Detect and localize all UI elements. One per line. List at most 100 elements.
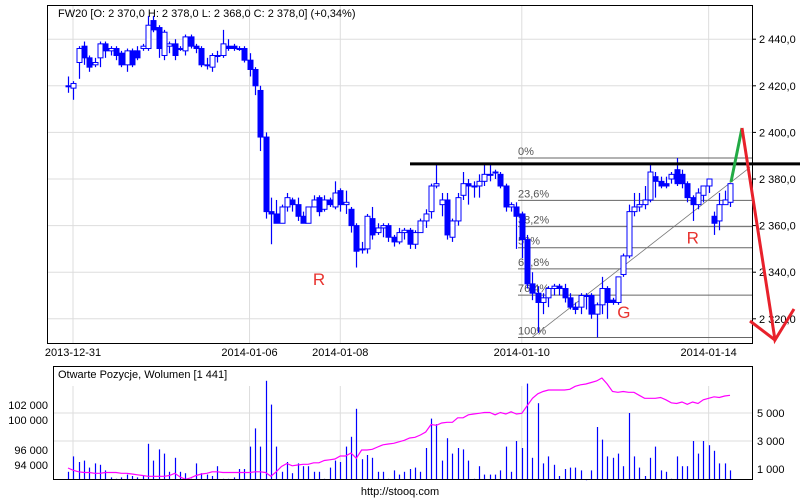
price-chart-title: FW20 [O: 2 370,0 H: 2 378,0 L: 2 368,0 C…: [58, 8, 355, 20]
candle-down: [289, 199, 296, 206]
candle-down: [652, 176, 659, 182]
candle-down: [604, 288, 611, 303]
candle-up: [636, 204, 643, 208]
candle-down: [535, 292, 542, 303]
candle-down: [610, 299, 617, 303]
volume-gridlines: [54, 386, 752, 479]
candle-up: [439, 199, 446, 206]
candle-down: [556, 285, 563, 290]
volume-bars: [67, 380, 732, 481]
candle-up: [236, 48, 243, 51]
candle-up: [583, 295, 590, 297]
candle-up: [161, 31, 168, 57]
volume-tick-label: 3 000: [757, 436, 785, 448]
candle-down: [658, 180, 665, 187]
projection-up-arrow: [729, 127, 744, 183]
candle-up: [481, 173, 488, 182]
candle-down: [588, 295, 595, 315]
candle-up: [647, 171, 654, 201]
candle-down: [519, 213, 526, 241]
candle-up: [108, 48, 115, 52]
candle-down: [113, 48, 120, 57]
volume-tick-label: 5 000: [757, 408, 785, 420]
candle-up: [214, 55, 221, 58]
candle-down: [529, 283, 536, 294]
date-tick-label: 2014-01-14: [681, 347, 737, 359]
price-tick-label: 2 440,0: [759, 34, 796, 46]
candle-up: [97, 43, 104, 59]
price-tick-label: 2 400,0: [759, 127, 796, 139]
candle-down: [268, 211, 275, 215]
candle-up: [455, 197, 462, 222]
fib-level-label: 0%: [518, 146, 534, 158]
candle-down: [273, 213, 280, 224]
fibonacci-retracement: 0%23,6%38,2%50%61,8%76,4%100%: [518, 146, 752, 338]
candle-down: [86, 57, 93, 68]
candle-up: [284, 197, 291, 208]
candle-up: [177, 48, 184, 51]
open-interest-tick-label: 96 000: [14, 445, 48, 457]
candle-up: [321, 199, 328, 210]
candle-up: [279, 206, 286, 224]
price-tick-label: 2 360,0: [759, 221, 796, 233]
annotation-r-2: R: [687, 228, 699, 247]
candle-up: [343, 201, 350, 206]
volume-chart-title: Otwarte Pozycje, Wolumen [1 441]: [58, 369, 227, 381]
candle-up: [727, 183, 734, 203]
candle-up: [166, 43, 173, 47]
candle-up: [220, 43, 227, 57]
candle-down: [241, 48, 248, 61]
candle-down: [118, 52, 125, 66]
candle-down: [663, 183, 670, 187]
candle-up: [412, 232, 419, 245]
candle-down: [198, 48, 205, 66]
annotation-g: G: [617, 303, 630, 322]
candle-down: [150, 20, 157, 31]
date-tick-label: 2014-01-06: [221, 347, 277, 359]
candle-down: [225, 45, 232, 50]
candle-down: [300, 215, 307, 224]
candle-up: [626, 211, 633, 257]
candle-up: [487, 173, 494, 176]
candle-down: [348, 208, 355, 227]
candle-down: [567, 297, 574, 308]
candle-down: [257, 89, 264, 138]
candle-up: [449, 220, 456, 238]
open-interest-tick-label: 100 000: [8, 415, 48, 427]
candle-down: [188, 36, 195, 47]
candle-up: [706, 178, 713, 187]
price-chart: FW20 [O: 2 370,0 H: 2 378,0 L: 2 368,0 C…: [45, 5, 800, 359]
source-link[interactable]: http://stooq.com: [360, 486, 440, 498]
fib-level-label: 100%: [518, 325, 546, 337]
volume-axis: 5 000 3 000 1 000: [757, 408, 785, 476]
candle-up: [695, 192, 702, 206]
candle-up: [476, 180, 483, 187]
candle-down: [465, 183, 472, 187]
candle-down: [524, 239, 531, 285]
candle-up: [305, 206, 312, 224]
candle-up: [540, 297, 547, 303]
candle-up: [700, 185, 707, 196]
candle-up: [620, 255, 627, 276]
price-chart-frame: [47, 5, 753, 344]
projection-down-arrow-head: [749, 319, 776, 342]
candle-down: [684, 183, 691, 199]
fib-trend-line: [531, 167, 751, 338]
candle-up: [401, 229, 408, 234]
candle-up: [70, 82, 77, 89]
candle-up: [642, 199, 649, 206]
candle-up: [716, 204, 723, 222]
candle-up: [551, 285, 558, 290]
candle-down: [353, 225, 360, 252]
open-interest-axis: 102 000 100 000 96 000 94 000: [8, 400, 48, 472]
candle-down: [129, 50, 136, 66]
candle-up: [428, 185, 435, 213]
candle-up: [65, 85, 72, 88]
candle-down: [134, 50, 141, 59]
candle-up: [471, 185, 478, 188]
candle-down: [562, 288, 569, 299]
candle-up: [311, 199, 318, 208]
candle-up: [375, 227, 382, 234]
candle-down: [156, 27, 163, 50]
candle-up: [433, 183, 440, 187]
